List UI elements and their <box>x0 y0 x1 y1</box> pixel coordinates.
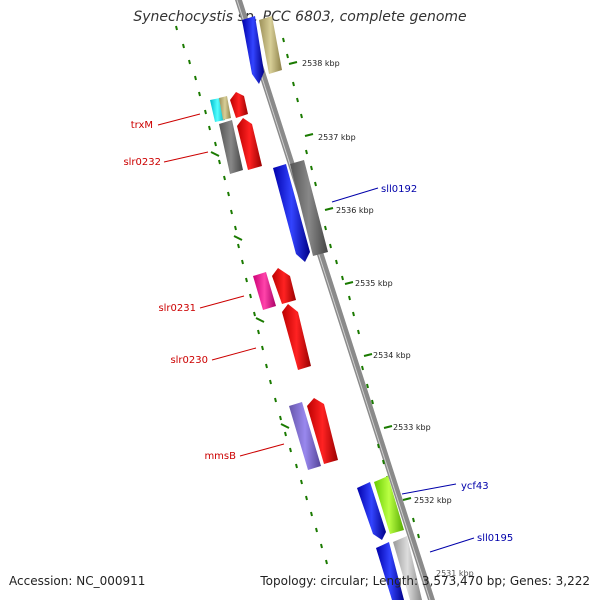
gene-label-sll0192[interactable]: sll0192 <box>381 184 417 195</box>
scale-labels: 2538 kbp 2537 kbp 2536 kbp 2535 kbp 2534… <box>302 59 474 578</box>
left-major-ticks <box>210 151 290 429</box>
right-leader-lines <box>331 187 475 553</box>
scale-label: 2537 kbp <box>318 133 356 142</box>
reverse-gene-labels: sll0192 ycf43 sll0195 <box>381 184 513 544</box>
left-tick-track <box>175 25 328 565</box>
gene-arrow-red-upper-small <box>230 92 248 118</box>
gene-arrow-ycf43-blue <box>357 482 386 540</box>
scale-label: 2538 kbp <box>302 59 340 68</box>
scale-label: 2531 kbp <box>436 569 474 578</box>
gene-arrow-sll0195-gray <box>393 536 422 600</box>
gene-label-mmsB[interactable]: mmsB <box>204 451 236 462</box>
right-major-ticks <box>288 61 412 501</box>
accession-text: Accession: NC_000911 <box>9 574 146 588</box>
gene-arrow-slr0232-red <box>237 118 262 170</box>
gene-arrow-mmsB-red <box>307 398 338 464</box>
scale-label: 2532 kbp <box>414 496 452 505</box>
gene-arrow-sll0192-blue <box>273 164 310 262</box>
topology-info: Topology: circular; Length: 3,573,470 bp… <box>260 574 590 588</box>
gene-arrow-sll0195-blue <box>376 542 404 600</box>
gene-trxM-khaki <box>219 96 231 120</box>
gene-label-slr0231[interactable]: slr0231 <box>158 303 196 314</box>
gene-arrow-slr0231-red <box>272 268 296 304</box>
gene-arrow-blue-top <box>242 16 264 84</box>
forward-gene-labels: trxM slr0232 slr0231 slr0230 mmsB <box>123 120 236 462</box>
gene-label-slr0230[interactable]: slr0230 <box>170 355 208 366</box>
gene-arrow-khaki-top <box>259 16 282 74</box>
gene-arrow-slr0230-red <box>282 304 311 370</box>
gene-label-ycf43[interactable]: ycf43 <box>461 481 489 492</box>
map-title: Synechocystis sp. PCC 6803, complete gen… <box>133 9 467 25</box>
gene-label-slr0232[interactable]: slr0232 <box>123 157 161 168</box>
gene-slr0232-gray <box>219 120 243 174</box>
scale-label: 2533 kbp <box>393 423 431 432</box>
gene-mmsB-purple <box>289 402 321 470</box>
scale-label: 2535 kbp <box>355 279 393 288</box>
gene-label-trxM[interactable]: trxM <box>131 120 153 131</box>
right-tick-track <box>282 37 420 539</box>
gene-slr0231-pink <box>253 272 276 310</box>
backbone-highlight <box>236 0 431 600</box>
gene-arrow-gray-mid <box>290 160 328 256</box>
scale-label: 2536 kbp <box>336 206 374 215</box>
scale-label: 2534 kbp <box>373 351 411 360</box>
left-leader-lines <box>157 113 285 457</box>
gene-label-sll0195[interactable]: sll0195 <box>477 533 513 544</box>
gene-arrow-ycf43-lime <box>374 476 404 534</box>
